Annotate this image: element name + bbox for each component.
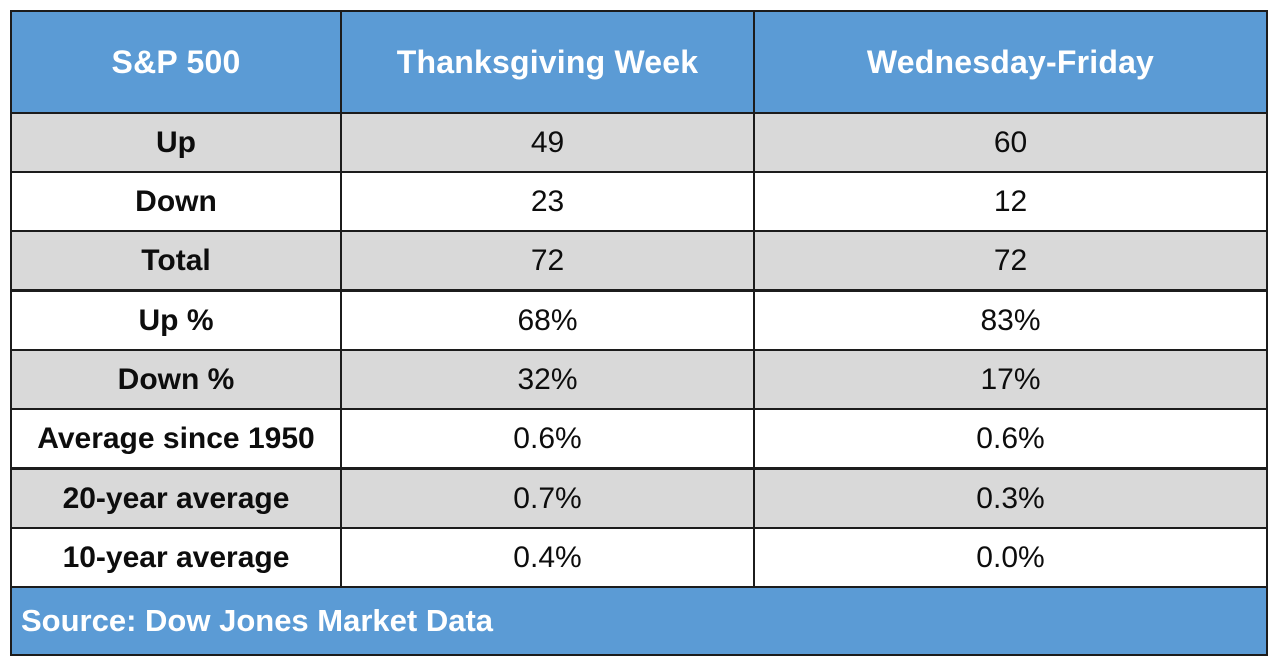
table-row-average-since-1950: Average since 1950 0.6% 0.6% <box>12 408 1266 467</box>
cell-value: 60 <box>753 114 1266 171</box>
cell-value: 72 <box>753 232 1266 289</box>
cell-value: 12 <box>753 173 1266 230</box>
table-row-up-pct: Up % 68% 83% <box>12 289 1266 349</box>
cell-value: 49 <box>340 114 753 171</box>
row-label: 20-year average <box>12 470 340 527</box>
row-label: Up <box>12 114 340 171</box>
cell-value: 72 <box>340 232 753 289</box>
cell-value: 83% <box>753 292 1266 349</box>
header-row: S&P 500 Thanksgiving Week Wednesday-Frid… <box>12 12 1266 112</box>
row-label: Down % <box>12 351 340 408</box>
table-row-10-year-average: 10-year average 0.4% 0.0% <box>12 527 1266 586</box>
cell-value: 0.0% <box>753 529 1266 586</box>
col-header-wednesday-friday: Wednesday-Friday <box>753 12 1266 112</box>
table-row-up: Up 49 60 <box>12 112 1266 171</box>
table-row-20-year-average: 20-year average 0.7% 0.3% <box>12 467 1266 527</box>
table-row-total: Total 72 72 <box>12 230 1266 289</box>
row-label: Average since 1950 <box>12 410 340 467</box>
cell-value: 23 <box>340 173 753 230</box>
cell-value: 0.4% <box>340 529 753 586</box>
cell-value: 0.6% <box>340 410 753 467</box>
source-row: Source: Dow Jones Market Data <box>12 586 1266 654</box>
table-row-down-pct: Down % 32% 17% <box>12 349 1266 408</box>
cell-value: 0.3% <box>753 470 1266 527</box>
row-label: 10-year average <box>12 529 340 586</box>
table-row-down: Down 23 12 <box>12 171 1266 230</box>
sp500-thanksgiving-table: S&P 500 Thanksgiving Week Wednesday-Frid… <box>10 10 1268 656</box>
cell-value: 68% <box>340 292 753 349</box>
corner-header-sp500: S&P 500 <box>12 12 340 112</box>
row-label: Down <box>12 173 340 230</box>
source-label: Source: Dow Jones Market Data <box>21 603 494 638</box>
cell-value: 17% <box>753 351 1266 408</box>
cell-value: 0.7% <box>340 470 753 527</box>
row-label: Up % <box>12 292 340 349</box>
cell-value: 0.6% <box>753 410 1266 467</box>
cell-value: 32% <box>340 351 753 408</box>
col-header-thanksgiving-week: Thanksgiving Week <box>340 12 753 112</box>
row-label: Total <box>12 232 340 289</box>
